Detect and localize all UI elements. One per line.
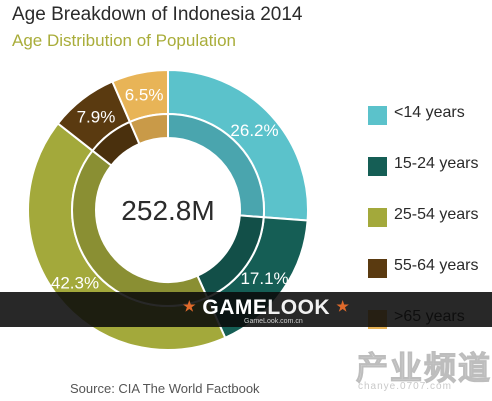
center-total-label: 252.8M [121, 195, 214, 226]
legend-swatch-2 [368, 208, 387, 227]
legend-swatch-3 [368, 259, 387, 278]
corner-watermark-text: 产业频道 [355, 350, 492, 387]
legend-label-0: <14 years [394, 104, 465, 121]
slice-value-label-3: 7.9% [77, 108, 116, 127]
legend-swatch-0 [368, 106, 387, 125]
corner-watermark-url: chanye.0707.com [358, 381, 452, 392]
slice-value-label-4: 6.5% [125, 85, 164, 104]
donut-slice-inner-4 [128, 112, 169, 146]
legend-label-2: 25-54 years [394, 206, 479, 223]
slice-value-label-0: 26.2% [230, 121, 278, 140]
chart-subtitle: Age Distribution of Population [12, 31, 236, 50]
source-note: Source: CIA The World Factbook [70, 381, 260, 396]
logo-url: GameLook.com.cn [244, 318, 303, 325]
legend-label-1: 15-24 years [394, 155, 479, 172]
chart-title: Age Breakdown of Indonesia 2014 [12, 4, 303, 25]
gamelook-logo: ★ GAMELOOK ★ [183, 296, 349, 322]
logo-text-part1: GAME [202, 296, 268, 319]
logo-star-right: ★ [336, 298, 350, 314]
watermark-band [0, 292, 492, 327]
legend-swatch-1 [368, 157, 387, 176]
logo-star-left: ★ [183, 298, 197, 314]
slice-value-label-1: 17.1% [240, 269, 288, 288]
logo-text-part2: LOOK [267, 296, 331, 319]
slice-value-label-2: 42.3% [51, 274, 99, 293]
legend-label-3: 55-64 years [394, 257, 479, 274]
corner-watermark: 产业频道 chanye.0707.com [346, 343, 490, 399]
